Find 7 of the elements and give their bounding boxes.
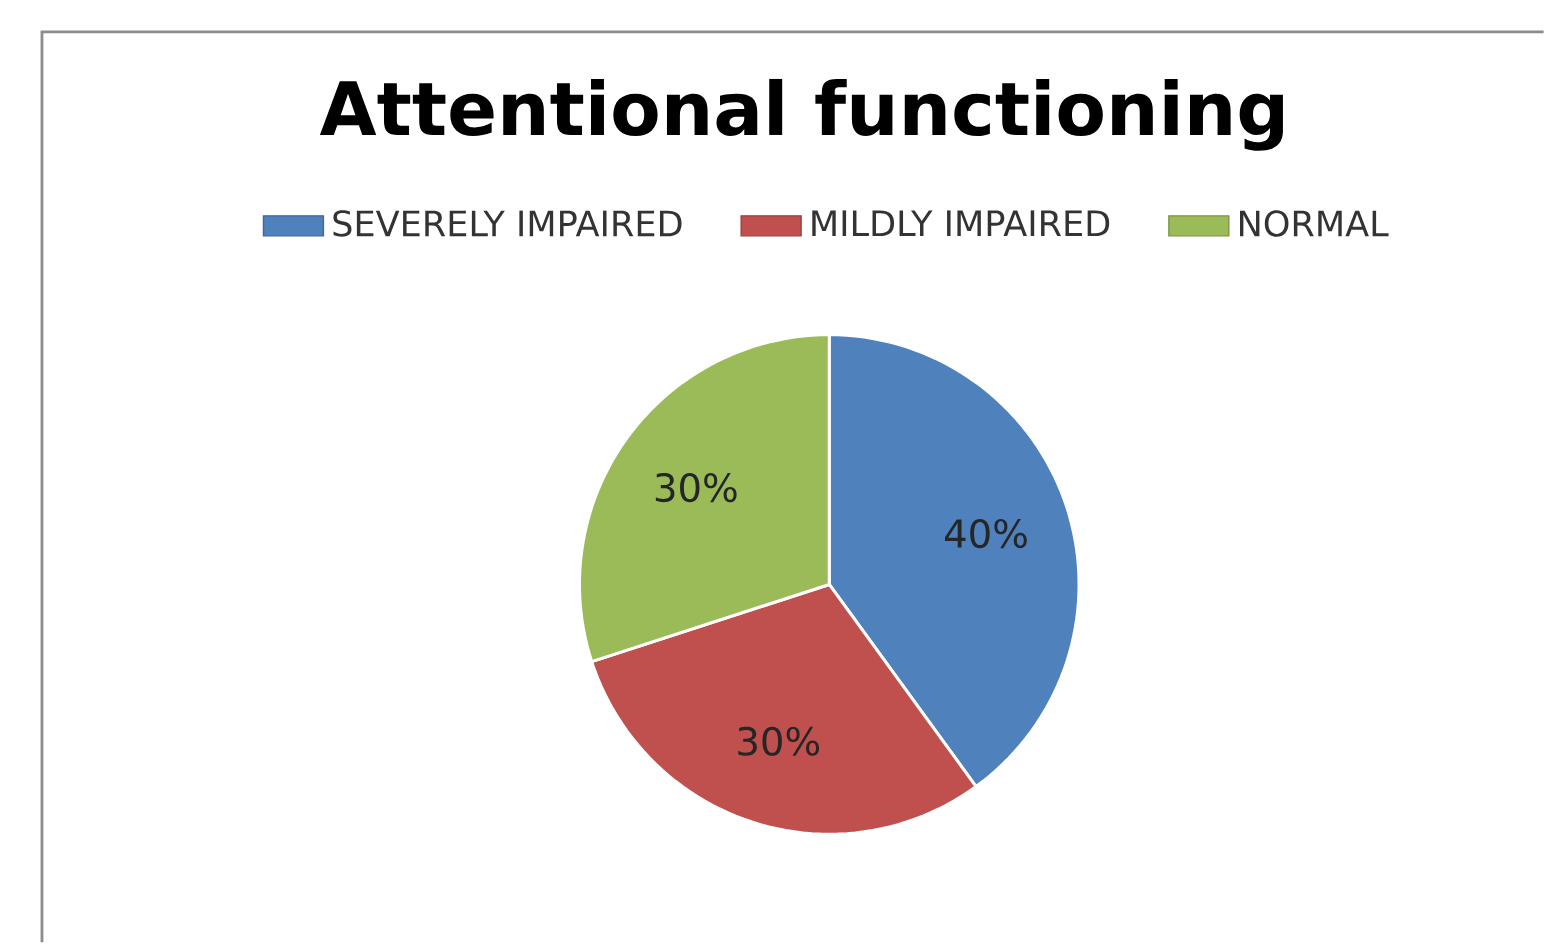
data-label: 30% <box>738 726 820 757</box>
legend-label: NORMAL <box>1240 210 1389 237</box>
legend-label: MILDLY IMPAIRED <box>812 210 1110 237</box>
legend-label: SEVERELY IMPAIRED <box>333 210 682 237</box>
data-label: 30% <box>655 473 737 503</box>
data-label: 40% <box>944 519 1027 549</box>
chart-title: Attentional functioning <box>319 79 1283 152</box>
